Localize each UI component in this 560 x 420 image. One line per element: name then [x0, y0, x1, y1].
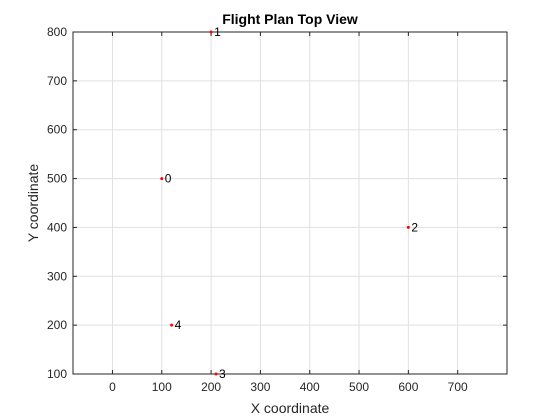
data-point	[214, 372, 218, 376]
y-tick-label: 800	[47, 25, 67, 39]
ticks: 0 100 200 300 400 500 600 700 100 200 300 400 500 600…	[47, 25, 507, 394]
plot-frame	[72, 31, 508, 375]
data-point	[170, 323, 174, 327]
y-tick-label: 300	[47, 269, 67, 283]
x-tick-label: 400	[300, 380, 320, 394]
y-tick-label: 700	[47, 74, 67, 88]
x-axis-label: X coordinate	[251, 400, 330, 416]
data-points: 0 1 2 3 4	[160, 25, 418, 381]
data-point-label: 3	[219, 367, 226, 381]
x-tick-label: 100	[152, 380, 172, 394]
data-point	[160, 177, 164, 181]
x-tick-label: 0	[109, 380, 116, 394]
data-point	[406, 225, 410, 229]
y-axis-label: Y coordinate	[25, 164, 41, 243]
data-point-label: 4	[175, 318, 182, 332]
x-tick-label: 200	[201, 380, 221, 394]
data-point-label: 2	[411, 220, 418, 234]
y-tick-label: 400	[47, 220, 67, 234]
data-point-label: 1	[214, 25, 221, 39]
y-tick-label: 200	[47, 318, 67, 332]
y-tick-label: 600	[47, 123, 67, 137]
y-tick-label: 100	[47, 367, 67, 381]
x-tick-label: 500	[349, 380, 369, 394]
y-tick-label: 500	[47, 172, 67, 186]
x-tick-label: 300	[250, 380, 270, 394]
data-point	[209, 30, 213, 34]
grid	[73, 31, 507, 375]
data-point-label: 0	[165, 172, 172, 186]
x-tick-label: 600	[398, 380, 418, 394]
chart-title: Flight Plan Top View	[222, 11, 358, 27]
x-tick-label: 700	[448, 380, 468, 394]
